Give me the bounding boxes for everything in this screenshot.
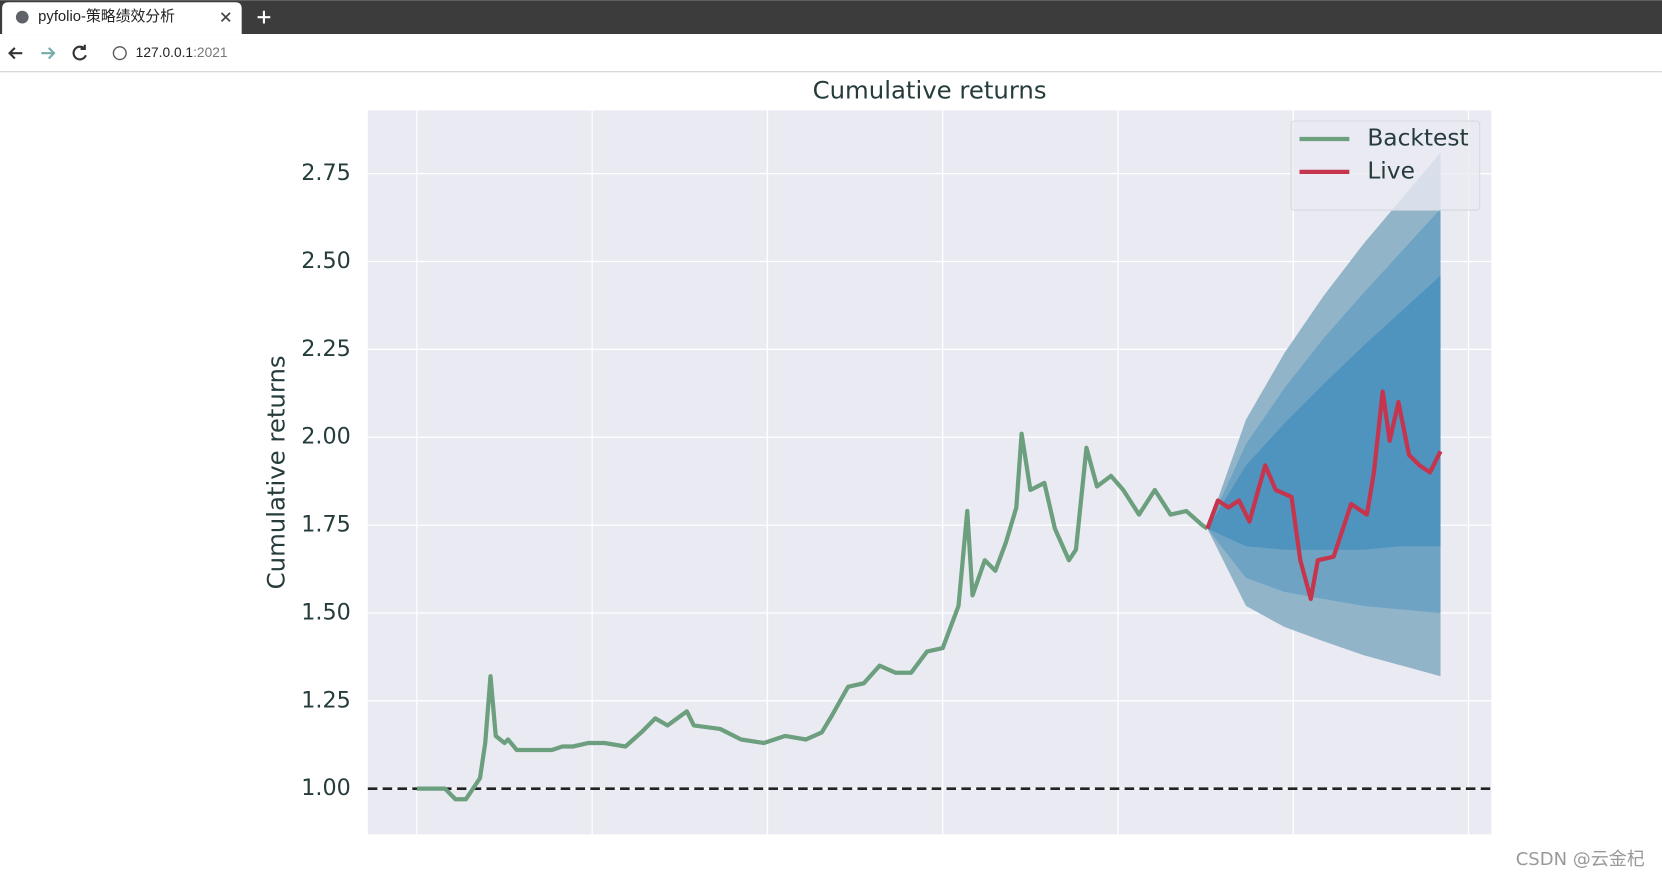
reload-button[interactable] (72, 44, 87, 61)
url-host: 127.0.0.1 (136, 45, 193, 60)
watermark: CSDN @云金杞 (1516, 849, 1645, 870)
y-axis-label: Cumulative returns (262, 355, 291, 589)
y-tick-label: 1.25 (301, 687, 351, 713)
chart: Cumulative returns Cumulative returns 1.00… (262, 75, 1492, 835)
chart-title: Cumulative returns (813, 75, 1047, 104)
legend: Backtest Live (1290, 120, 1481, 211)
tab[interactable] (2, 2, 242, 35)
legend-label: Backtest (1367, 125, 1468, 152)
browser-chrome: pyfolio-策略绩效分析 127.0.0.1:2021 (0, 0, 1662, 73)
forward-button[interactable] (41, 47, 56, 60)
legend-box (1290, 120, 1481, 211)
y-tick-label: 1.00 (301, 775, 351, 801)
new-tab[interactable] (257, 10, 271, 24)
toolbar (0, 34, 1662, 73)
y-tick-label: 1.75 (301, 512, 351, 538)
y-tick-label: 2.75 (301, 160, 351, 186)
y-tick-label: 2.25 (301, 336, 351, 362)
site-info[interactable] (112, 46, 127, 61)
y-tick-label: 2.00 (301, 424, 351, 450)
y-tick-label: 2.50 (301, 248, 351, 274)
back-button[interactable] (8, 47, 23, 60)
legend-label: Live (1367, 157, 1415, 184)
y-tick-label: 1.50 (301, 599, 351, 625)
tab-close[interactable] (220, 12, 231, 22)
tab-icon (15, 10, 29, 24)
url-port: :2021 (193, 45, 227, 60)
url[interactable]: 127.0.0.1:2021 (136, 45, 228, 60)
series-line (1205, 389, 1443, 602)
series-line (416, 431, 1209, 802)
cone-band (1207, 275, 1441, 550)
tab-strip (0, 0, 1662, 35)
tab-title: pyfolio-策略绩效分析 (38, 8, 175, 25)
